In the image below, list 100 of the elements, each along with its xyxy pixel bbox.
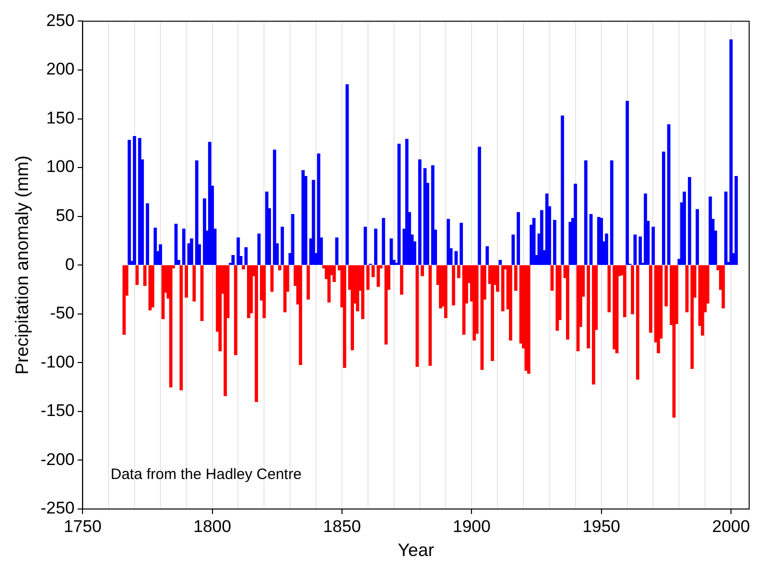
bar [696, 209, 699, 265]
bar [444, 265, 448, 318]
bar [146, 203, 150, 265]
bar [550, 265, 554, 291]
y-tick-label: -200 [40, 450, 75, 469]
bar [236, 237, 240, 265]
bar [452, 265, 456, 306]
x-tick-label: 1950 [582, 516, 620, 536]
bar [332, 265, 336, 282]
y-axis-title: Precipitation anomaly (mm) [12, 156, 32, 375]
bar [501, 265, 504, 312]
bar [623, 265, 626, 318]
bar [262, 265, 266, 318]
bar [342, 265, 346, 368]
bar [242, 265, 246, 270]
bar [690, 265, 694, 369]
bar [446, 218, 450, 265]
bar [566, 265, 570, 340]
y-tick-label: -150 [40, 401, 75, 420]
bar [174, 224, 178, 265]
bar [431, 165, 434, 265]
bar [234, 265, 238, 356]
bar [231, 255, 235, 265]
bar [652, 226, 655, 265]
bar [312, 180, 316, 265]
x-tick-label: 1900 [452, 516, 491, 536]
bar [397, 144, 401, 265]
bar [496, 265, 500, 292]
bar [615, 265, 619, 354]
x-tick-label: 1850 [323, 516, 361, 536]
bar [574, 184, 578, 265]
bar [416, 265, 419, 367]
bar [128, 140, 131, 265]
bar [257, 234, 261, 265]
y-tick-label: 150 [46, 108, 75, 128]
bar [667, 124, 670, 265]
bar [589, 214, 593, 265]
y-tick-label: 100 [46, 157, 75, 176]
annotation: Data from the Hadley Centre [110, 466, 302, 483]
bar [664, 265, 668, 306]
bar [508, 265, 512, 341]
bar [498, 260, 502, 265]
bar [514, 265, 518, 291]
bar [298, 265, 302, 365]
bar [244, 247, 248, 265]
bar [560, 116, 564, 265]
bar [724, 192, 728, 265]
y-tick-label: 0 [65, 254, 75, 274]
bar [151, 265, 154, 308]
x-tick-label: 2000 [712, 516, 750, 536]
bar [405, 138, 408, 265]
bar [182, 228, 186, 265]
bar [586, 265, 590, 348]
bar [418, 159, 422, 265]
bar [350, 265, 354, 350]
bar [478, 146, 482, 265]
bar [190, 238, 194, 265]
bar [540, 210, 544, 265]
bar [527, 265, 530, 374]
bar [122, 265, 126, 335]
bar [460, 222, 463, 265]
bar [195, 160, 198, 265]
bar [722, 265, 725, 308]
bar [636, 265, 640, 380]
bar [553, 220, 556, 265]
bar [366, 265, 370, 290]
bar [132, 136, 136, 265]
bar [306, 265, 310, 300]
bar [361, 265, 364, 320]
bar [584, 160, 588, 265]
bar [662, 152, 666, 265]
bar [400, 265, 404, 295]
bar [346, 84, 349, 265]
bar [638, 236, 642, 265]
bar [685, 265, 689, 312]
x-tick-label: 1750 [64, 516, 102, 536]
bar [317, 154, 320, 265]
bar [376, 265, 380, 287]
bar [382, 218, 386, 265]
bar [158, 244, 162, 265]
y-tick-label: 250 [46, 10, 75, 30]
bar [729, 39, 733, 265]
bar [154, 228, 157, 265]
bar [374, 228, 378, 265]
bar [682, 192, 686, 265]
bar [143, 265, 146, 286]
bar [169, 265, 172, 388]
y-tick-label: -100 [40, 352, 75, 372]
bar [291, 214, 294, 265]
bar [224, 265, 227, 396]
bar [600, 218, 603, 265]
y-tick-label: -50 [50, 304, 75, 323]
y-tick-label: 50 [56, 206, 75, 226]
y-tick-label: -250 [40, 498, 75, 518]
bar [390, 238, 393, 265]
bar [610, 160, 614, 265]
bar [633, 234, 637, 265]
bar [192, 265, 196, 302]
bar [371, 265, 375, 278]
bar [428, 265, 432, 366]
